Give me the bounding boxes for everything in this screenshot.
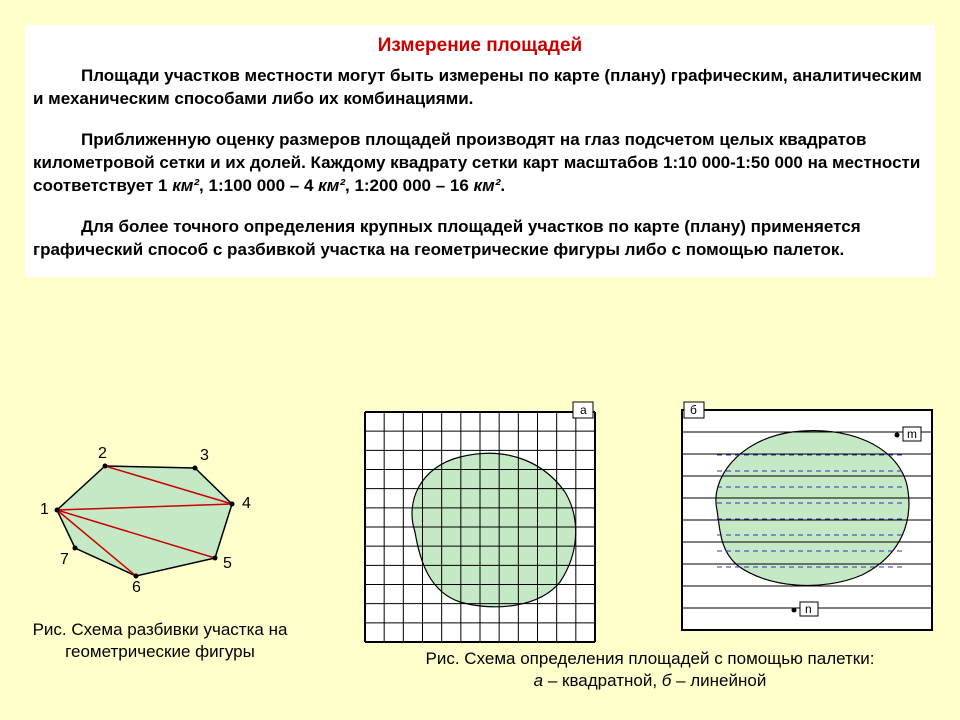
paragraph-1: Площади участков местности могут быть из… [33, 65, 927, 111]
svg-text:3: 3 [200, 447, 209, 464]
svg-text:2: 2 [98, 445, 107, 462]
svg-text:6: 6 [132, 579, 141, 596]
svg-text:n: n [805, 602, 812, 616]
page-title: Измерение площадей [33, 35, 927, 57]
polygon-svg: 1 2 3 4 5 6 7 [20, 428, 280, 608]
caption-wide-line1: Рис. Схема определения площадей с помощь… [426, 649, 875, 668]
lines-svg: m n б [680, 400, 940, 640]
svg-text:1: 1 [40, 501, 49, 518]
caption-wide-line2: а – квадратной, б – линейной [534, 671, 767, 690]
figure-lines: m n б [680, 400, 940, 645]
figure-polygon: 1 2 3 4 5 6 7 Рис. Схема разбивки участка на г… [20, 428, 300, 663]
paragraph-3: Для более точного определения крупных пл… [33, 216, 927, 262]
figure-grid: а [340, 400, 620, 655]
paragraph-2: Приближенную оценку размеров площадей пр… [33, 129, 927, 198]
text-block: Измерение площадей Площади участков мест… [25, 25, 935, 277]
grid-svg: а [340, 400, 620, 650]
svg-text:4: 4 [242, 495, 251, 512]
svg-text:m: m [907, 427, 917, 441]
caption-left: Рис. Схема разбивки участка на геометрич… [20, 619, 300, 663]
svg-text:а: а [580, 403, 587, 417]
svg-text:5: 5 [223, 555, 232, 572]
svg-text:б: б [690, 403, 697, 417]
svg-text:7: 7 [60, 551, 69, 568]
caption-wide: Рис. Схема определения площадей с помощь… [340, 648, 960, 692]
